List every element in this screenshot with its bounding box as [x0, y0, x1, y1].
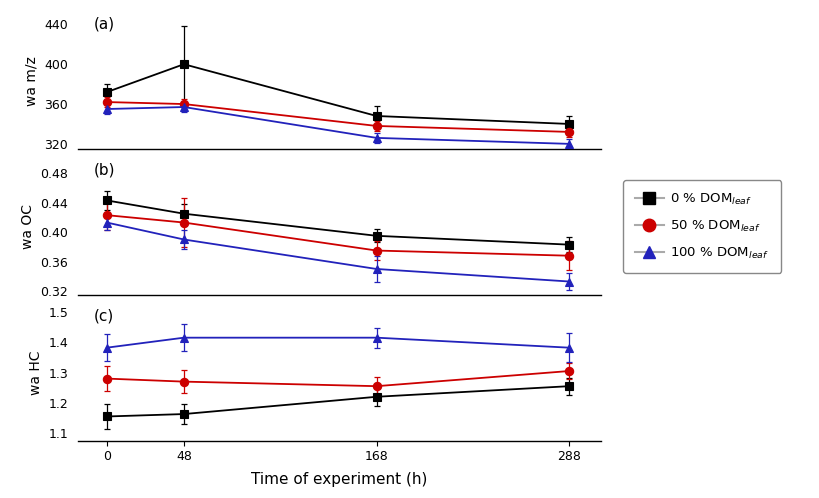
Legend: 0 % DOM$_{leaf}$, 50 % DOM$_{leaf}$, 100 % DOM$_{leaf}$: 0 % DOM$_{leaf}$, 50 % DOM$_{leaf}$, 100…: [622, 180, 781, 273]
X-axis label: Time of experiment (h): Time of experiment (h): [251, 472, 428, 487]
Text: (c): (c): [93, 308, 114, 323]
Y-axis label: wa HC: wa HC: [29, 350, 43, 395]
Y-axis label: wa m/z: wa m/z: [25, 56, 38, 106]
Text: (b): (b): [93, 162, 115, 177]
Text: (a): (a): [93, 16, 115, 31]
Y-axis label: wa OC: wa OC: [20, 204, 34, 249]
